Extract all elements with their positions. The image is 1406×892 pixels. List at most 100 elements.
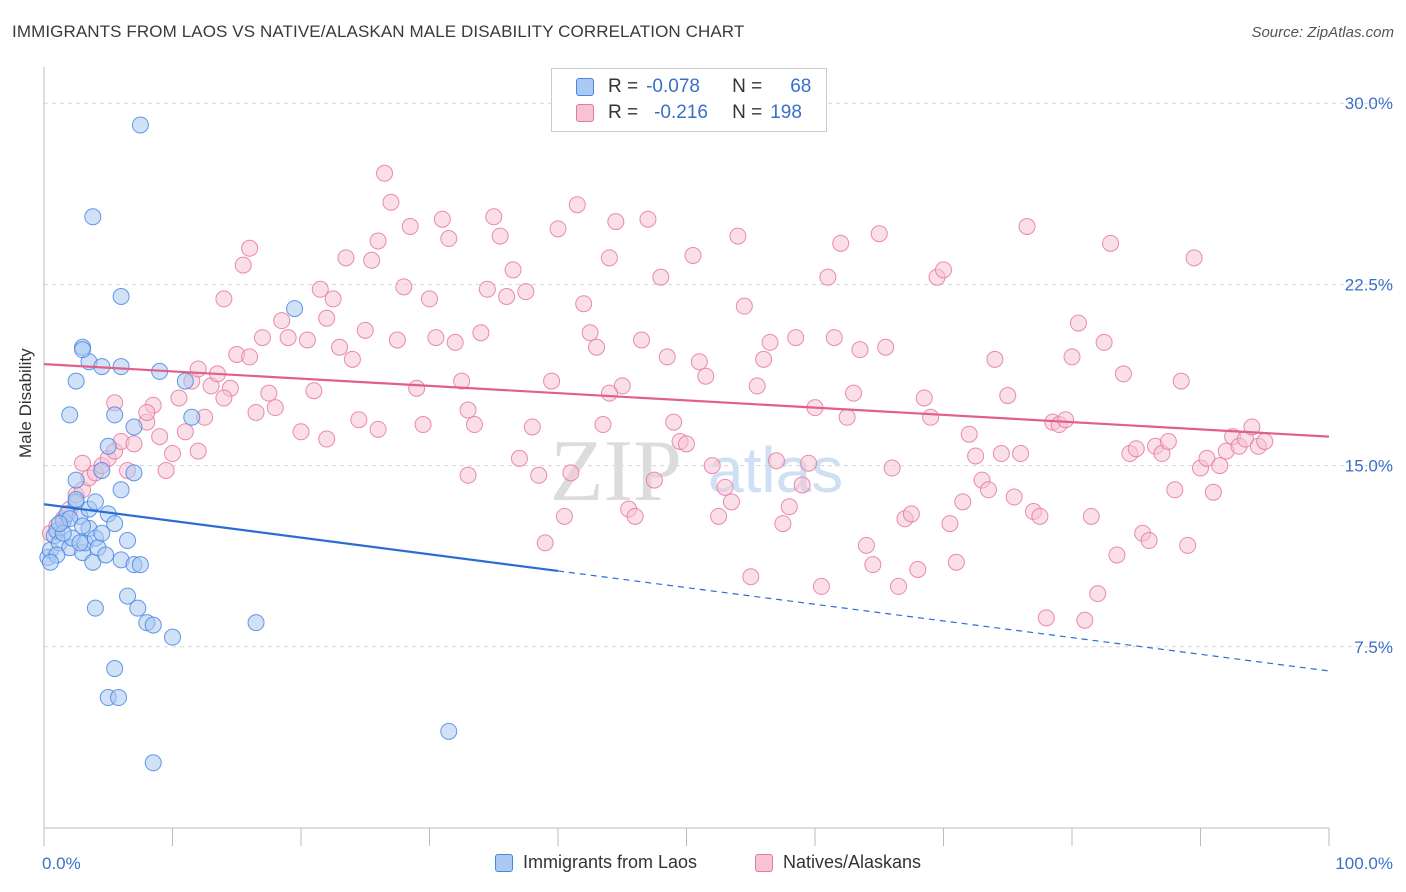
data-point <box>530 466 548 484</box>
data-point <box>97 546 115 564</box>
data-point <box>1089 585 1107 603</box>
data-point <box>421 290 438 308</box>
data-point <box>292 423 310 441</box>
series-natives-alaskans <box>41 164 1274 629</box>
data-point <box>369 232 387 250</box>
data-point <box>119 532 137 550</box>
data-point <box>555 507 573 525</box>
data-point <box>369 420 387 438</box>
data-point <box>433 210 451 228</box>
data-point <box>427 329 445 347</box>
chart-title: IMMIGRANTS FROM LAOS VS NATIVE/ALASKAN M… <box>12 22 745 41</box>
y-tick-label: 7.5% <box>1354 638 1393 657</box>
data-point <box>697 367 715 385</box>
axes <box>43 67 1330 846</box>
data-point <box>170 389 188 407</box>
data-point <box>767 452 785 470</box>
data-point <box>780 498 798 516</box>
data-point <box>678 435 695 453</box>
data-point <box>1114 365 1132 383</box>
data-point <box>446 333 464 351</box>
data-point <box>67 471 85 489</box>
data-point <box>356 321 374 339</box>
data-point <box>112 358 130 376</box>
data-point <box>266 399 284 417</box>
data-point <box>935 261 952 279</box>
data-point <box>999 387 1017 405</box>
watermark: ZIP atlas <box>550 423 843 520</box>
data-point <box>922 408 940 426</box>
data-point <box>1031 507 1049 525</box>
legend-r-label: R = <box>608 102 639 123</box>
data-point <box>600 249 618 267</box>
data-point <box>633 331 651 349</box>
data-point <box>472 324 490 342</box>
data-point <box>337 249 355 267</box>
data-point <box>857 536 875 554</box>
data-point <box>581 324 599 342</box>
legend-row-natives: R = -0.216 N = 198 <box>576 101 802 125</box>
legend-row-laos: R = -0.078 N = 68 <box>576 75 811 99</box>
data-point <box>86 493 104 511</box>
data-point <box>151 428 169 446</box>
data-point <box>119 587 137 605</box>
data-point <box>1179 536 1197 554</box>
data-point <box>144 616 162 634</box>
bottom-legend-laos: Immigrants from Laos <box>495 852 697 873</box>
data-point <box>459 466 477 484</box>
data-point <box>1102 234 1120 252</box>
data-point <box>453 372 471 390</box>
data-point <box>279 329 297 347</box>
data-point <box>665 413 683 431</box>
data-point <box>164 628 181 646</box>
data-point <box>909 561 927 579</box>
data-point <box>613 377 631 395</box>
data-point <box>485 208 503 226</box>
data-point <box>877 338 895 356</box>
bottom-legend-swatch-natives <box>755 853 773 872</box>
data-point <box>176 423 194 441</box>
y-tick-label: 30.0% <box>1345 94 1393 113</box>
data-point <box>50 515 68 533</box>
data-point <box>543 372 561 390</box>
trend-line-solid <box>43 503 559 573</box>
data-point <box>331 338 349 356</box>
data-point <box>478 280 496 298</box>
data-point <box>93 524 111 542</box>
data-point <box>138 403 156 421</box>
data-point <box>376 164 394 182</box>
data-point <box>1140 532 1158 550</box>
data-point <box>286 300 304 318</box>
data-point <box>902 505 920 523</box>
data-point <box>1012 445 1030 463</box>
data-point <box>1172 372 1190 390</box>
data-point <box>253 329 271 347</box>
data-point <box>215 290 233 308</box>
data-point <box>1018 217 1036 235</box>
data-point <box>112 481 130 499</box>
data-point <box>800 454 818 472</box>
trend-lines <box>43 363 1330 672</box>
source-label: Source: ZipAtlas.com <box>1251 24 1394 41</box>
data-point <box>234 256 252 274</box>
data-point <box>729 227 747 245</box>
data-point <box>690 353 708 371</box>
legend-n-label: N = <box>732 102 763 123</box>
grid <box>44 102 1392 648</box>
data-point <box>74 517 92 535</box>
data-point <box>761 333 779 351</box>
data-point <box>401 217 419 235</box>
data-point <box>748 377 766 395</box>
data-point <box>129 599 147 617</box>
data-point <box>215 389 233 407</box>
data-point <box>742 568 760 586</box>
data-point <box>84 208 102 226</box>
data-point <box>498 288 516 306</box>
data-point <box>71 534 89 552</box>
data-point <box>189 360 207 378</box>
data-point <box>440 230 458 248</box>
data-point <box>645 471 663 489</box>
data-point <box>311 280 329 298</box>
bottom-legend-natives: Natives/Alaskans <box>755 852 921 873</box>
